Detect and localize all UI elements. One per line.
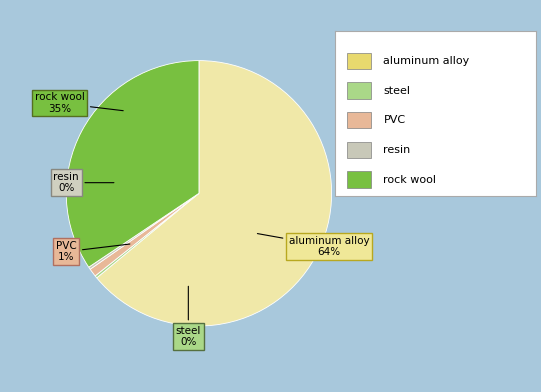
- Text: steel
0%: steel 0%: [176, 286, 201, 347]
- FancyBboxPatch shape: [347, 53, 372, 69]
- Text: aluminum alloy
64%: aluminum alloy 64%: [258, 234, 370, 257]
- Text: steel: steel: [384, 85, 411, 96]
- FancyBboxPatch shape: [347, 142, 372, 158]
- Wedge shape: [66, 61, 199, 267]
- Text: aluminum alloy: aluminum alloy: [384, 56, 470, 66]
- FancyBboxPatch shape: [347, 112, 372, 129]
- Wedge shape: [95, 193, 199, 278]
- Text: rock wool: rock wool: [384, 174, 437, 185]
- FancyBboxPatch shape: [347, 82, 372, 99]
- FancyBboxPatch shape: [347, 171, 372, 188]
- Text: PVC
1%: PVC 1%: [56, 241, 130, 263]
- Wedge shape: [89, 193, 199, 269]
- Wedge shape: [97, 61, 332, 326]
- Wedge shape: [90, 193, 199, 276]
- Text: rock wool
35%: rock wool 35%: [35, 92, 123, 114]
- Text: resin: resin: [384, 145, 411, 155]
- Text: PVC: PVC: [384, 115, 406, 125]
- Text: resin
0%: resin 0%: [54, 172, 114, 194]
